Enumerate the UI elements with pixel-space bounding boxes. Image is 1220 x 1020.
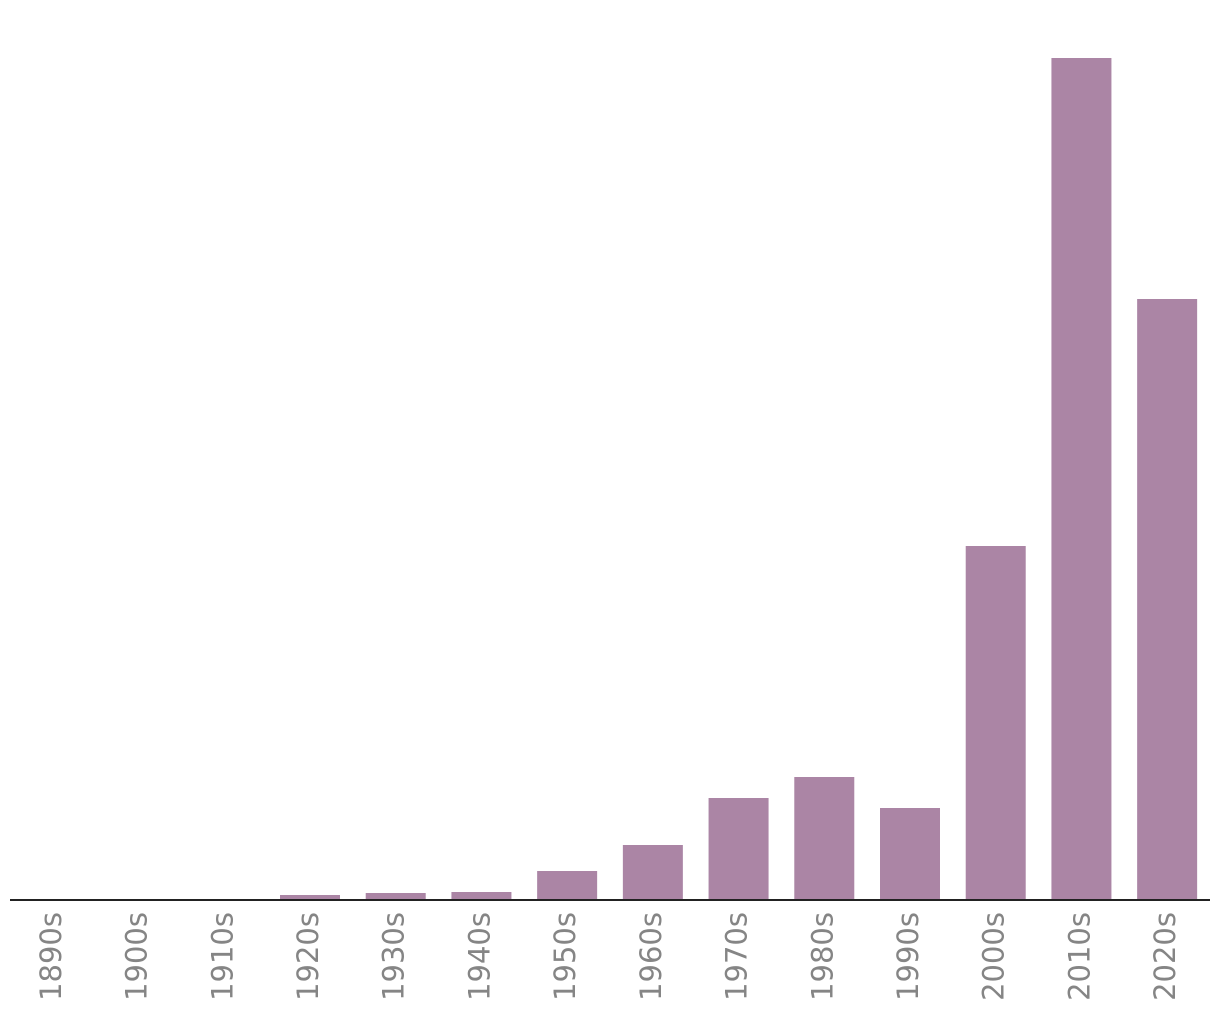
x-tick-label: 1980s <box>805 912 839 1001</box>
x-tick-label: 1930s <box>377 912 411 1001</box>
bar <box>880 808 940 900</box>
x-tick-label: 1950s <box>548 912 582 1001</box>
bar <box>1051 58 1112 900</box>
x-tick-label: 2010s <box>1062 912 1096 1001</box>
x-tick-label: 1890s <box>34 912 68 1001</box>
x-tick-label: 1900s <box>120 912 154 1001</box>
x-tick-label: 2020s <box>1148 912 1182 1001</box>
bar <box>965 546 1026 900</box>
bar <box>708 798 769 900</box>
bar <box>1137 299 1198 900</box>
bar <box>280 895 340 900</box>
x-tick-label: 1970s <box>720 912 754 1001</box>
bar <box>622 845 683 900</box>
x-tick-label: 1910s <box>205 912 239 1001</box>
bar <box>537 871 598 900</box>
bar <box>451 892 512 900</box>
bar <box>365 893 426 900</box>
x-tick-label: 1920s <box>291 912 325 1001</box>
x-tick-label: 1960s <box>634 912 668 1001</box>
bar <box>794 777 855 900</box>
x-tick-label: 1990s <box>891 912 925 1001</box>
x-tick-label: 2000s <box>977 912 1011 1001</box>
x-tick-label: 1940s <box>462 912 496 1001</box>
